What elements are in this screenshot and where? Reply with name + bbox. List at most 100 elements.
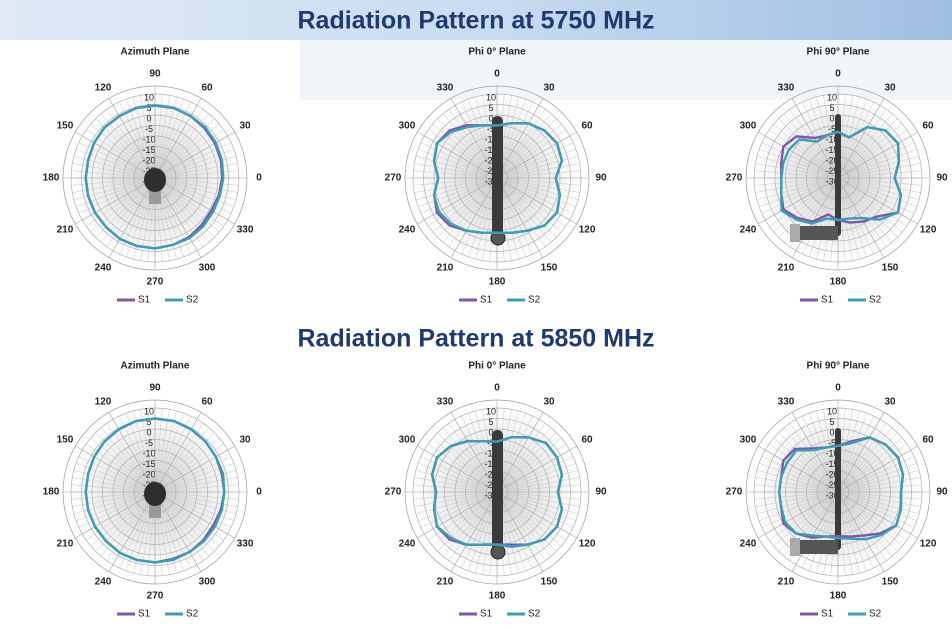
- r-tick-label: 10: [486, 92, 496, 102]
- angle-tick-label: 30: [884, 83, 896, 94]
- r-tick-label: 10: [827, 406, 837, 416]
- r-tick-label: -15: [142, 459, 155, 469]
- angle-tick-label: 210: [778, 263, 795, 274]
- chart-title: Phi 90° Plane: [807, 361, 870, 372]
- chart-title: Phi 0° Plane: [468, 47, 526, 58]
- angle-tick-label: 120: [579, 225, 596, 236]
- legend-label: S2: [186, 609, 199, 620]
- angle-tick-label: 300: [740, 435, 757, 446]
- angle-tick-label: 330: [437, 397, 454, 408]
- antenna-thread: [790, 538, 800, 556]
- angle-tick-label: 180: [830, 591, 847, 602]
- angle-tick-label: 90: [595, 487, 607, 498]
- angle-tick-label: 60: [582, 121, 594, 132]
- angle-tick-label: 240: [399, 539, 416, 550]
- angle-tick-label: 180: [489, 591, 506, 602]
- angle-tick-label: 330: [778, 397, 795, 408]
- r-tick-label: -10: [142, 134, 155, 144]
- r-tick-label: 0: [829, 427, 834, 437]
- angle-tick-label: 240: [95, 263, 112, 274]
- angle-tick-label: 150: [882, 263, 899, 274]
- legend-label: S1: [821, 295, 834, 306]
- angle-tick-label: 150: [57, 121, 74, 132]
- antenna-body: [492, 430, 503, 558]
- angle-tick-label: 0: [256, 173, 262, 184]
- antenna-body: [492, 116, 503, 244]
- angle-tick-label: 60: [201, 397, 213, 408]
- chart-title: Phi 0° Plane: [468, 361, 526, 372]
- angle-tick-label: 90: [595, 173, 607, 184]
- angle-tick-label: 180: [489, 277, 506, 288]
- r-tick-label: 5: [829, 103, 834, 113]
- angle-tick-label: 90: [936, 173, 948, 184]
- angle-tick-label: 90: [149, 383, 161, 394]
- angle-tick-label: 300: [199, 263, 216, 274]
- r-tick-label: -20: [142, 155, 155, 165]
- angle-tick-label: 330: [437, 83, 454, 94]
- angle-tick-label: 90: [936, 487, 948, 498]
- chart-title: Azimuth Plane: [121, 361, 190, 372]
- section-title: Radiation Pattern at 5750 MHz: [297, 7, 654, 35]
- angle-tick-label: 270: [726, 173, 743, 184]
- angle-tick-label: 180: [43, 173, 60, 184]
- angle-tick-label: 30: [884, 397, 896, 408]
- antenna-thread: [790, 224, 800, 242]
- angle-tick-label: 270: [147, 591, 164, 602]
- antenna-connector: [794, 226, 838, 240]
- angle-tick-label: 30: [240, 121, 252, 132]
- legend-label: S2: [528, 609, 541, 620]
- angle-tick-label: 90: [149, 69, 161, 80]
- r-tick-label: 5: [146, 103, 151, 113]
- angle-tick-label: 330: [237, 539, 254, 550]
- r-tick-label: -5: [145, 438, 153, 448]
- polar-chart: 1050-5-10-15-20-25-300306090120150180210…: [385, 361, 607, 620]
- angle-tick-label: 120: [920, 539, 937, 550]
- angle-tick-label: 60: [923, 435, 935, 446]
- angle-tick-label: 240: [95, 577, 112, 588]
- angle-tick-label: 0: [494, 383, 500, 394]
- chart-title: Phi 90° Plane: [807, 47, 870, 58]
- angle-tick-label: 330: [778, 83, 795, 94]
- antenna-cap: [144, 168, 166, 192]
- r-tick-label: 10: [144, 406, 154, 416]
- angle-tick-label: 240: [399, 225, 416, 236]
- r-tick-label: 5: [829, 417, 834, 427]
- angle-tick-label: 60: [201, 83, 213, 94]
- r-tick-label: 5: [488, 103, 493, 113]
- angle-tick-label: 30: [543, 83, 555, 94]
- polar-chart: 1050-5-10-15-20-25-300306090120150180210…: [43, 361, 263, 620]
- angle-tick-label: 210: [57, 539, 74, 550]
- angle-tick-label: 270: [385, 487, 402, 498]
- antenna-cap: [144, 482, 166, 506]
- angle-tick-label: 270: [147, 277, 164, 288]
- angle-tick-label: 210: [57, 225, 74, 236]
- r-tick-label: 0: [146, 113, 151, 123]
- legend-label: S1: [138, 609, 151, 620]
- legend-label: S1: [480, 609, 493, 620]
- r-tick-label: -15: [142, 145, 155, 155]
- chart-title: Azimuth Plane: [121, 47, 190, 58]
- angle-tick-label: 210: [437, 263, 454, 274]
- angle-tick-label: 120: [920, 225, 937, 236]
- angle-tick-label: 150: [541, 263, 558, 274]
- angle-tick-label: 0: [835, 69, 841, 80]
- angle-tick-label: 270: [726, 487, 743, 498]
- angle-tick-label: 300: [399, 121, 416, 132]
- angle-tick-label: 240: [740, 539, 757, 550]
- angle-tick-label: 150: [57, 435, 74, 446]
- r-tick-label: 10: [144, 92, 154, 102]
- r-tick-label: -20: [142, 469, 155, 479]
- angle-tick-label: 180: [43, 487, 60, 498]
- section-title: Radiation Pattern at 5850 MHz: [297, 325, 654, 353]
- polar-chart: 1050-5-10-15-20-25-300306090120150180210…: [43, 47, 263, 306]
- angle-tick-label: 210: [778, 577, 795, 588]
- r-tick-label: 10: [827, 92, 837, 102]
- angle-tick-label: 270: [385, 173, 402, 184]
- r-tick-label: -10: [142, 448, 155, 458]
- angle-tick-label: 180: [830, 277, 847, 288]
- legend-label: S2: [869, 295, 882, 306]
- angle-tick-label: 0: [494, 69, 500, 80]
- angle-tick-label: 150: [882, 577, 899, 588]
- legend-label: S1: [821, 609, 834, 620]
- r-tick-label: -5: [145, 124, 153, 134]
